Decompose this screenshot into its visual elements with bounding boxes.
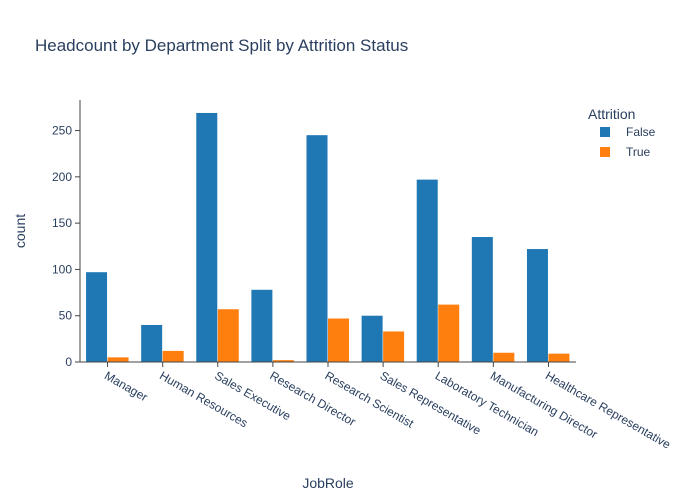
bar-false[interactable] [361, 315, 383, 362]
y-tick-label: 150 [52, 216, 72, 230]
bar-false[interactable] [196, 112, 218, 363]
bar-true[interactable] [548, 353, 570, 362]
bar-true[interactable] [217, 309, 239, 362]
bar-true[interactable] [162, 350, 184, 362]
y-tick-label: 50 [59, 309, 73, 323]
bars [86, 112, 570, 363]
x-tick-label: Sales Representative [378, 368, 484, 437]
bar-true[interactable] [493, 352, 515, 362]
legend-label-false[interactable]: False [626, 125, 656, 139]
bar-true[interactable] [383, 331, 405, 362]
legend-label-true[interactable]: True [626, 145, 651, 159]
y-tick-label: 200 [52, 170, 72, 184]
x-axis-title: JobRole [302, 475, 354, 491]
bar-true[interactable] [328, 318, 349, 362]
bar-false[interactable] [141, 324, 163, 362]
bar-true[interactable] [272, 360, 294, 362]
bar-false[interactable] [306, 135, 328, 362]
y-tick-label: 100 [52, 262, 72, 276]
bar-false[interactable] [526, 249, 548, 362]
bar-true[interactable] [107, 357, 129, 362]
chart-title: Headcount by Department Split by Attriti… [35, 36, 408, 55]
bar-false[interactable] [416, 179, 438, 362]
legend-swatch-false[interactable] [600, 127, 610, 137]
y-axis-ticks: 0 50 100 150 200 250 [52, 124, 80, 369]
legend: Attrition False True [588, 106, 656, 159]
bar-false[interactable] [251, 289, 273, 362]
x-tick-label: Manager [102, 368, 150, 404]
y-tick-label: 0 [65, 355, 72, 369]
bar-true[interactable] [438, 304, 460, 362]
y-tick-label: 250 [52, 124, 72, 138]
bar-false[interactable] [86, 272, 108, 362]
bar-false[interactable] [471, 237, 493, 362]
legend-swatch-true[interactable] [600, 147, 610, 157]
legend-title: Attrition [588, 106, 635, 122]
y-axis-title: count [12, 214, 28, 248]
x-tick-label: Laboratory Technician [433, 368, 541, 439]
